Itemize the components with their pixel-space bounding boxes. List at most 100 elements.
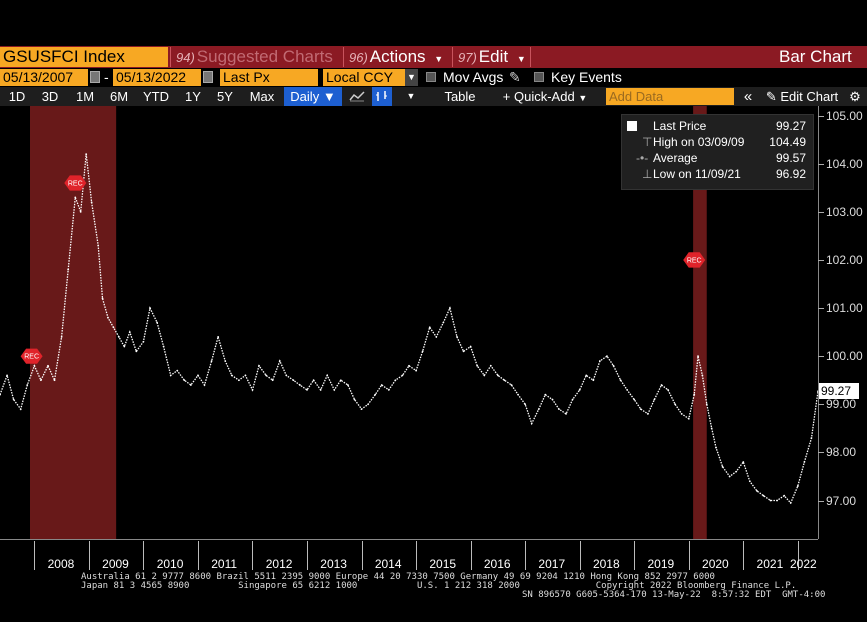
data-point (244, 374, 247, 377)
range-1d[interactable]: 1D (8, 89, 26, 104)
plus-icon: + (502, 89, 514, 104)
y-tick-label: 101.00 (826, 301, 863, 316)
data-point (469, 345, 472, 348)
x-tick-label: 2015 (429, 557, 457, 571)
add-data-input[interactable]: Add Data (606, 88, 734, 105)
event-marker-label: REC (68, 180, 83, 187)
calendar-icon[interactable] (203, 71, 213, 83)
y-tick-mark (818, 404, 824, 406)
range-max[interactable]: Max (249, 89, 275, 104)
x-year-separator (797, 541, 799, 570)
field-select[interactable]: Last Px (220, 69, 318, 86)
collapse-icon[interactable]: « (743, 88, 753, 105)
data-point (619, 379, 622, 382)
separator (343, 47, 344, 67)
suggested-charts-menu[interactable]: 94) Suggested Charts (176, 47, 333, 67)
last-price-tag: 99.27 (819, 383, 859, 399)
recession-event-marker[interactable]: REC (683, 252, 706, 268)
legend[interactable]: Last Price 99.27 ⊤ High on 03/09/09 104.… (621, 114, 814, 190)
data-point (728, 475, 731, 478)
x-year-separator (688, 541, 690, 570)
actions-menu[interactable]: 96) Actions ▼ (349, 47, 443, 67)
data-point (483, 374, 486, 377)
recession-event-marker[interactable]: REC (20, 348, 43, 364)
quick-add-button[interactable]: + Quick-Add ▼ (497, 87, 593, 106)
data-point (769, 499, 772, 502)
edit-menu[interactable]: 97) Edit ▼ (458, 47, 526, 67)
chevron-down-icon[interactable]: ▼ (406, 91, 416, 101)
data-point (442, 321, 445, 324)
x-tick-label: 2011 (211, 557, 238, 571)
table-button[interactable]: Table (444, 89, 476, 104)
range-1m[interactable]: 1M (75, 89, 95, 104)
x-year-separator (470, 541, 472, 570)
key-events-checkbox[interactable] (534, 72, 544, 82)
calendar-icon[interactable] (90, 71, 100, 83)
data-point (162, 345, 165, 348)
data-point (735, 470, 738, 473)
start-date-field[interactable]: 05/13/2007 (0, 69, 88, 86)
line-chart-icon[interactable] (347, 87, 367, 106)
x-tick-label: 2020 (702, 557, 729, 571)
data-point (230, 374, 233, 377)
range-3d[interactable]: 3D (41, 89, 59, 104)
x-tick-label: 2013 (320, 557, 347, 571)
data-point (33, 364, 36, 367)
data-point (74, 196, 77, 199)
chevron-down-icon: ▼ (322, 89, 336, 104)
frequency-select[interactable]: Daily ▼ (284, 87, 342, 106)
x-year-separator (416, 541, 418, 570)
mov-avgs-checkbox[interactable] (426, 72, 436, 82)
data-point (710, 427, 713, 430)
chevron-down-icon[interactable]: ▼ (405, 69, 418, 86)
data-point (394, 379, 397, 382)
legend-high-value: 104.49 (769, 135, 806, 149)
data-point (53, 379, 56, 382)
top-strip (0, 0, 867, 46)
y-tick-label: 102.00 (826, 252, 863, 267)
data-point (496, 374, 499, 377)
range-5y[interactable]: 5Y (217, 89, 233, 104)
gear-icon[interactable]: ⚙ (849, 89, 861, 104)
y-tick-mark (818, 115, 824, 117)
data-point (783, 494, 786, 497)
currency-select[interactable]: Local CCY (323, 69, 405, 86)
range-6m[interactable]: 6M (109, 89, 129, 104)
data-point (435, 336, 438, 338)
edit-chart-button[interactable]: ✎ Edit Chart (761, 87, 843, 106)
ticker-field[interactable]: GSUSFCI Index (0, 47, 168, 67)
legend-average-value: 99.57 (775, 151, 806, 165)
bar-chart-icon[interactable] (372, 87, 392, 106)
range-ytd[interactable]: YTD (143, 89, 169, 104)
end-date-field[interactable]: 05/13/2022 (113, 69, 201, 86)
data-point (653, 398, 656, 401)
data-point (217, 336, 220, 338)
data-point (176, 369, 179, 372)
data-point (558, 408, 560, 410)
y-tick-mark (818, 259, 824, 261)
data-point (401, 374, 404, 377)
data-point (421, 350, 424, 353)
data-point (667, 388, 669, 391)
data-point (149, 307, 151, 309)
x-year-separator (525, 541, 527, 570)
footer-line-1: Australia 61 2 9777 8600 Brazil 5511 239… (81, 572, 715, 582)
range-1y[interactable]: 1Y (185, 89, 201, 104)
recession-event-marker[interactable]: REC (64, 175, 87, 191)
average-marker-icon: -•- (636, 151, 649, 165)
data-point (633, 398, 636, 401)
mov-avgs-label: Mov Avgs (443, 69, 504, 85)
x-tick-label: 2016 (483, 557, 511, 571)
event-marker-shape (20, 348, 43, 364)
data-point (271, 379, 274, 382)
data-point (517, 393, 519, 396)
chart-type-label: Bar Chart (779, 47, 852, 66)
wand-icon[interactable]: ✎ (509, 69, 521, 85)
data-point (592, 379, 595, 382)
data-point (660, 384, 663, 386)
actions-number: 96) (349, 50, 368, 65)
data-point (803, 461, 806, 463)
key-events-label: Key Events (551, 69, 622, 85)
separator (530, 47, 531, 67)
data-point (503, 379, 506, 382)
